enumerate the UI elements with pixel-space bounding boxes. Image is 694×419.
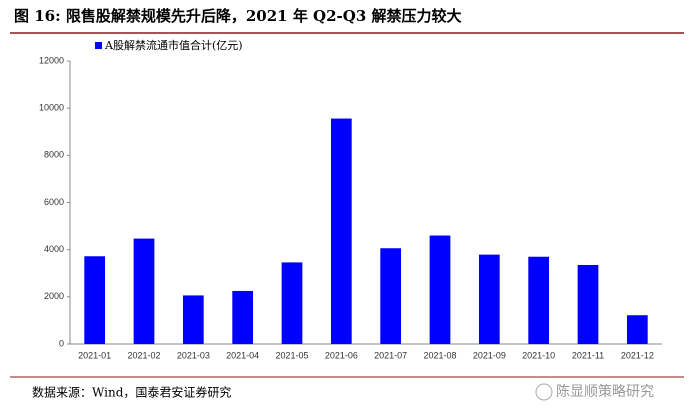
bar: [84, 256, 106, 344]
y-tick-label: 12000: [39, 55, 64, 65]
x-tick-label: 2021-05: [275, 350, 308, 360]
watermark-icon: [535, 383, 553, 401]
bar: [528, 256, 550, 344]
x-tick-label: 2021-10: [522, 350, 555, 360]
x-tick-label: 2021-11: [572, 350, 604, 360]
watermark: 陈显顺策略研究: [556, 383, 654, 400]
x-tick-label: 2021-09: [473, 350, 506, 360]
bar: [281, 262, 303, 344]
x-tick-label: 2021-04: [226, 350, 259, 360]
y-tick-label: 2000: [44, 291, 64, 301]
x-tick-label: 2021-03: [177, 350, 210, 360]
bar: [182, 295, 204, 344]
y-tick-label: 4000: [44, 244, 64, 254]
x-tick-label: 2021-12: [621, 350, 654, 360]
bar: [133, 238, 155, 344]
bar: [380, 248, 402, 344]
y-tick-label: 0: [59, 338, 64, 348]
bar: [232, 290, 254, 344]
x-tick-label: 2021-07: [374, 350, 407, 360]
x-tick-label: 2021-06: [325, 350, 358, 360]
source-note: 数据来源：Wind，国泰君安证券研究: [32, 385, 231, 400]
y-tick-label: 8000: [44, 150, 64, 160]
x-tick-label: 2021-01: [78, 350, 111, 360]
bar: [577, 264, 599, 344]
bar: [626, 315, 648, 344]
legend-label: A股解禁流通市值合计(亿元): [104, 38, 243, 52]
y-tick-label: 6000: [44, 197, 64, 207]
bar: [478, 254, 500, 344]
bar: [429, 235, 451, 344]
chart-title: 图 16: 限售股解禁规模先升后降，2021 年 Q2-Q3 解禁压力较大: [14, 7, 462, 25]
legend-swatch: [95, 42, 102, 49]
bar: [330, 118, 352, 344]
y-tick-label: 10000: [39, 103, 64, 113]
x-tick-label: 2021-02: [127, 350, 160, 360]
x-tick-label: 2021-08: [423, 350, 456, 360]
